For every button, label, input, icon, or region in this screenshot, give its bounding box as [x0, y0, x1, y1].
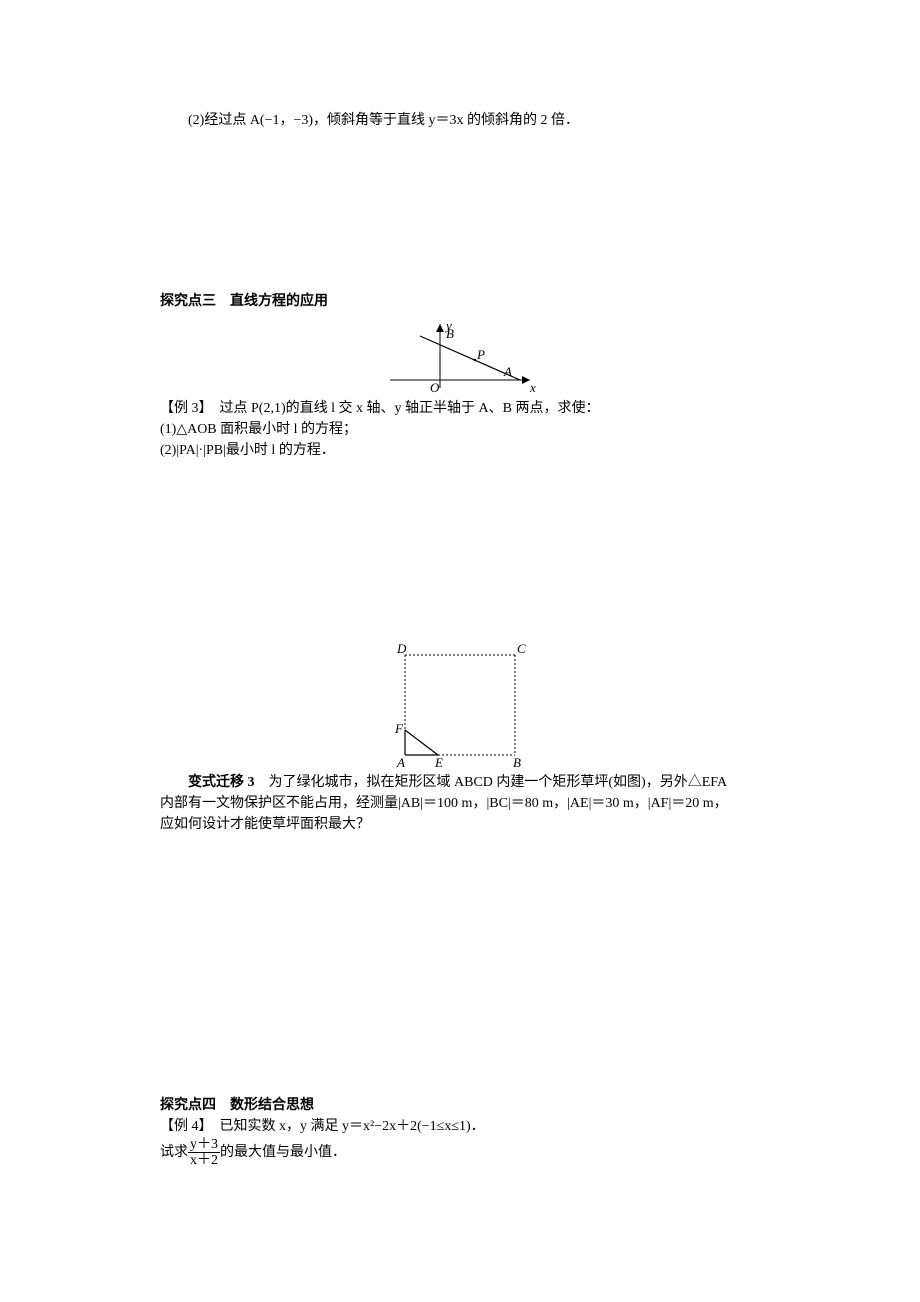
label-F: F — [394, 721, 404, 736]
variation-3-body2: 应如何设计才能使草坪面积最大？ — [160, 814, 760, 835]
section-3-title: 探究点三 直线方程的应用 — [160, 291, 760, 312]
label-y: y — [444, 318, 452, 333]
example-3-part1: (1)△AOB 面积最小时 l 的方程； — [160, 419, 760, 440]
page: (2)经过点 A(−1，−3)，倾斜角等于直线 y＝3x 的倾斜角的 2 倍． … — [0, 0, 920, 1302]
label-A: A — [503, 364, 512, 379]
example-3-part2: (2)|PA|·|PB|最小时 l 的方程． — [160, 440, 760, 461]
variation-3-body1: 内部有一文物保护区不能占用，经测量|AB|＝100 m，|BC|＝80 m，|A… — [160, 793, 760, 814]
vertical-space — [160, 835, 760, 965]
label-E: E — [434, 755, 443, 770]
figure-rectangle: D C F A E B — [385, 635, 535, 770]
label-O: O — [430, 380, 440, 395]
vertical-space — [160, 591, 760, 631]
example-3-lead: 【例 3】 过点 P(2,1)的直线 l 交 x 轴、y 轴正半轴于 A、B 两… — [160, 398, 760, 419]
fraction: y＋3x＋2 — [188, 1137, 220, 1169]
vertical-space — [160, 965, 760, 1095]
label-B2: B — [513, 755, 521, 770]
example-4-lead: 【例 4】 已知实数 x，y 满足 y＝x²−2x＋2(−1≤x≤1)． — [160, 1116, 760, 1137]
example-4-question: 试求y＋3x＋2的最大值与最小值． — [160, 1137, 760, 1169]
paragraph-2: (2)经过点 A(−1，−3)，倾斜角等于直线 y＝3x 的倾斜角的 2 倍． — [160, 110, 760, 131]
label-x: x — [529, 380, 536, 395]
vertical-space — [160, 461, 760, 591]
vertical-space — [160, 131, 760, 291]
variation-3-lead: 变式迁移 3 为了绿化城市，拟在矩形区域 ABCD 内建一个矩形草坪(如图)，另… — [160, 772, 760, 793]
label-A2: A — [396, 755, 405, 770]
label-P: P — [476, 347, 485, 362]
label-D: D — [396, 641, 407, 656]
section-4-title: 探究点四 数形结合思想 — [160, 1095, 760, 1116]
label-C: C — [517, 641, 526, 656]
text: (2)经过点 A(−1，−3)，倾斜角等于直线 y＝3x 的倾斜角的 2 倍． — [188, 113, 579, 128]
figure-axes-line: B P A O x y — [380, 316, 540, 396]
